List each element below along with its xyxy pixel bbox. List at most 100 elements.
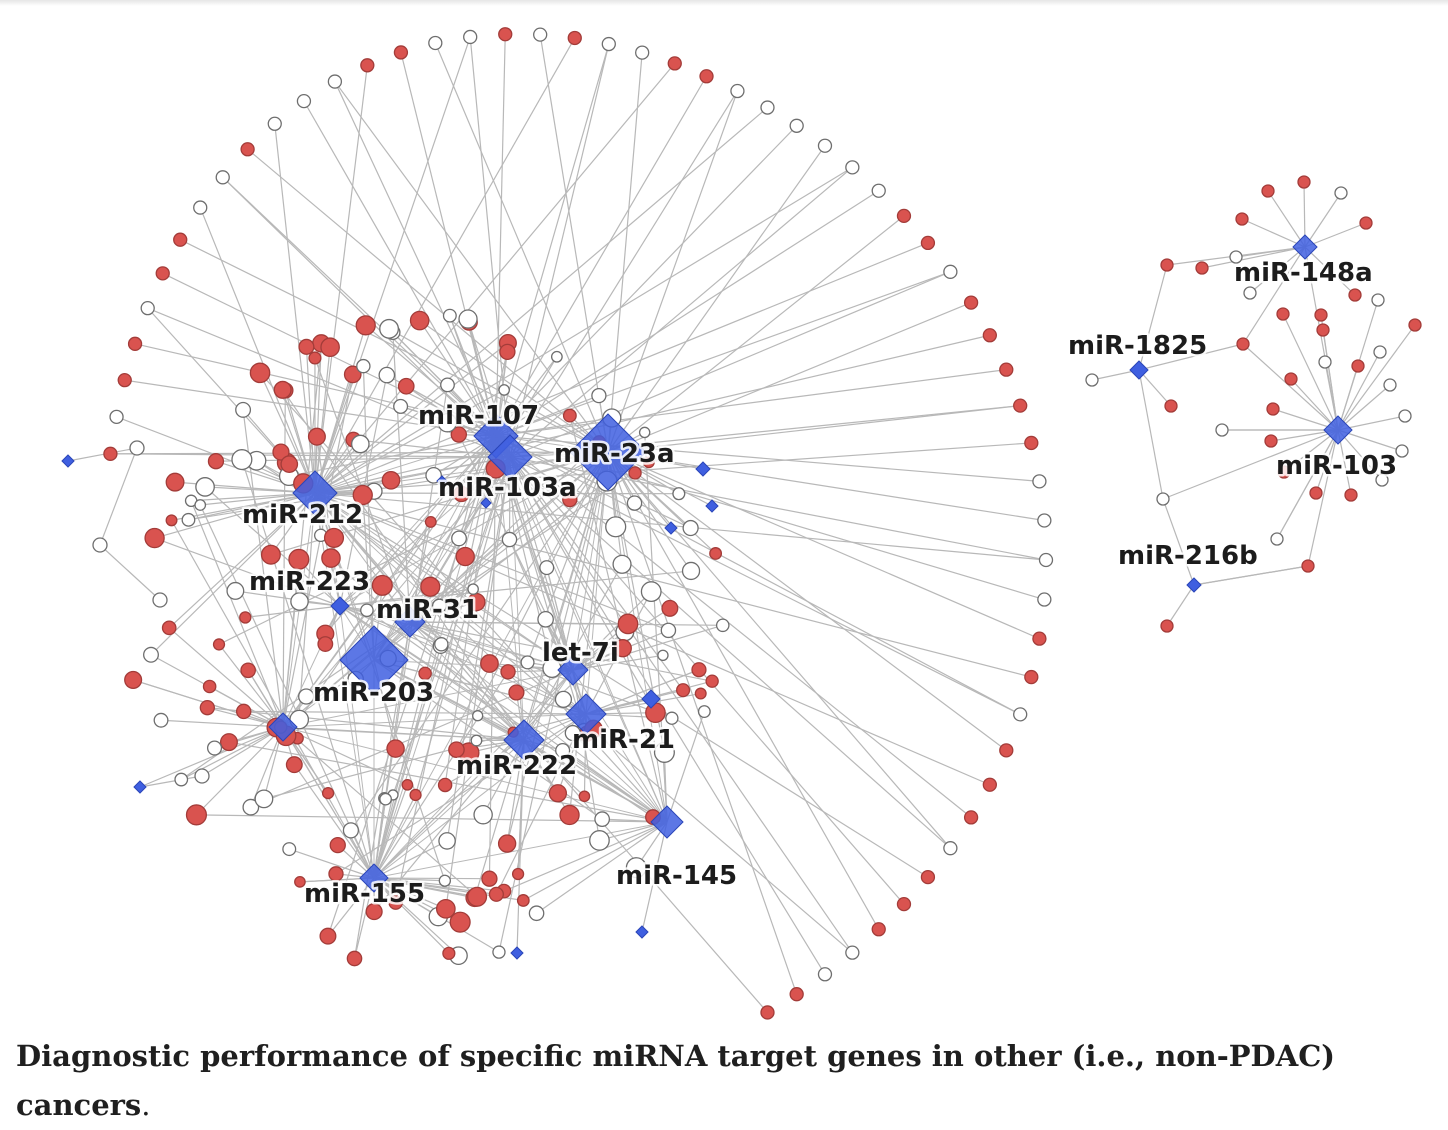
target-gene-node-red [513,869,524,880]
target-gene-node-red [200,701,214,715]
target-gene-node-white [944,842,957,855]
caption-period: . [141,1088,150,1122]
target-gene-node-white [110,410,123,423]
target-gene-node-red [1000,363,1013,376]
target-gene-node-red [700,70,713,83]
target-gene-node-red [482,871,497,886]
target-gene-node-white [1038,514,1051,527]
target-gene-node-white [661,623,675,637]
target-gene-node-red [145,529,164,548]
target-gene-node-white [1038,593,1051,606]
target-gene-node-white [429,36,442,49]
target-gene-node-white [441,378,455,392]
target-gene-node-white [236,403,251,418]
target-gene-node-white [658,650,668,660]
target-gene-node-red [394,46,407,59]
target-gene-node-red [1352,360,1364,372]
mirna-node-s2 [134,781,146,793]
target-gene-node-white [343,823,358,838]
target-gene-node-white [592,389,606,403]
target-gene-node-red [710,548,722,560]
edge [315,65,367,493]
target-gene-node-white [194,201,207,214]
target-gene-node-red [921,236,934,249]
target-gene-node-red [662,601,678,617]
target-gene-node-white [1040,554,1053,567]
target-gene-node-white [502,532,516,546]
target-gene-node-white [216,171,229,184]
target-gene-node-red [790,988,803,1001]
target-gene-node-red [1298,176,1310,188]
target-gene-node-white [521,656,534,669]
target-gene-node-white [846,161,859,174]
target-gene-node-red [564,409,577,422]
target-gene-node-red [241,663,255,677]
target-gene-node-white [380,793,391,804]
edge [283,727,524,740]
target-gene-node-red [1310,487,1322,499]
target-gene-node-white [846,946,859,959]
target-gene-node-red [983,778,996,791]
target-gene-node-red [286,757,302,773]
target-gene-node-red [695,688,706,699]
target-gene-node-white [474,806,492,824]
target-gene-node-white [636,46,649,59]
figure-caption: Diagnostic performance of specific miRNA… [16,1032,1426,1130]
target-gene-node-white [1157,493,1169,505]
target-gene-node-white [196,478,214,496]
target-gene-node-red [618,614,637,633]
target-gene-node-red [156,267,169,280]
target-gene-node-red [965,811,978,824]
edge [608,452,797,994]
target-gene-node-white [640,427,650,437]
target-gene-node-white [361,604,373,616]
target-gene-node-red [518,895,530,907]
target-gene-node-red [221,734,238,751]
target-gene-node-white [352,435,369,452]
edge [100,448,137,545]
target-gene-node-red [372,575,392,595]
target-gene-node-white [944,265,957,278]
target-gene-node-white [699,706,711,718]
target-gene-node-red [162,621,175,634]
target-gene-node-red [402,780,412,790]
edge [496,76,707,436]
target-gene-node-white [1014,708,1027,721]
target-gene-node-red [1315,309,1327,321]
target-gene-node-red [1196,262,1208,274]
target-gene-node-white [459,310,477,328]
target-gene-node-white [464,30,477,43]
target-gene-node-red [437,900,455,918]
edge [496,272,950,436]
mirna-target-network: miR-107 miR-23a miR-103a miR-212 miR-223… [0,0,1448,1020]
target-gene-node-red [262,545,281,564]
target-gene-node-red [500,344,515,359]
target-gene-node-white [761,101,774,114]
target-gene-node-red [237,704,251,718]
edge [1167,585,1194,626]
target-gene-node-red [241,143,254,156]
edge [315,108,767,493]
target-gene-node-white [818,968,831,981]
target-gene-node-red [1265,435,1277,447]
label-miR-31: miR-31 [376,595,479,625]
target-gene-node-red [509,685,524,700]
edge [335,82,608,452]
target-gene-node-white [590,831,609,850]
target-gene-node-white [613,555,631,573]
target-gene-node-red [549,785,566,802]
target-gene-node-red [208,454,223,469]
target-gene-node-red [322,549,340,567]
target-gene-node-white [1335,187,1347,199]
mirna-node-s9 [636,926,648,938]
label-miR-148a: miR-148a [1234,258,1373,288]
target-gene-node-white [595,812,609,826]
target-gene-node-red [1014,399,1027,412]
mirna-node-s4 [696,462,710,476]
target-gene-node-red [1237,338,1249,350]
target-gene-node-red [387,740,404,757]
target-gene-node-red [761,1006,774,1019]
edge [1305,223,1366,247]
edge [223,177,496,436]
label-miR-222: miR-222 [456,751,577,781]
